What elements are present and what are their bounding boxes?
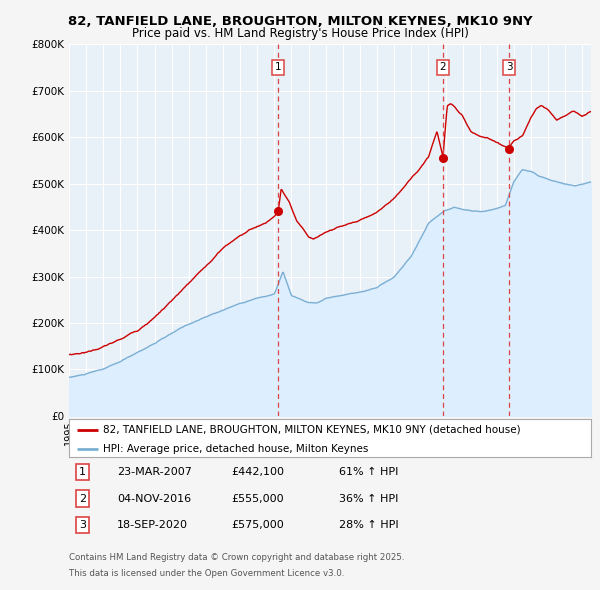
Text: 3: 3	[506, 63, 512, 73]
Text: Price paid vs. HM Land Registry's House Price Index (HPI): Price paid vs. HM Land Registry's House …	[131, 27, 469, 40]
Text: £442,100: £442,100	[231, 467, 284, 477]
Text: This data is licensed under the Open Government Licence v3.0.: This data is licensed under the Open Gov…	[69, 569, 344, 578]
Text: 82, TANFIELD LANE, BROUGHTON, MILTON KEYNES, MK10 9NY: 82, TANFIELD LANE, BROUGHTON, MILTON KEY…	[68, 15, 532, 28]
Text: 18-SEP-2020: 18-SEP-2020	[117, 520, 188, 530]
Text: 04-NOV-2016: 04-NOV-2016	[117, 494, 191, 503]
Text: 36% ↑ HPI: 36% ↑ HPI	[339, 494, 398, 503]
Text: 82, TANFIELD LANE, BROUGHTON, MILTON KEYNES, MK10 9NY (detached house): 82, TANFIELD LANE, BROUGHTON, MILTON KEY…	[103, 425, 521, 435]
Text: 2: 2	[440, 63, 446, 73]
Text: Contains HM Land Registry data © Crown copyright and database right 2025.: Contains HM Land Registry data © Crown c…	[69, 553, 404, 562]
Text: £555,000: £555,000	[231, 494, 284, 503]
Text: 1: 1	[275, 63, 281, 73]
Text: £575,000: £575,000	[231, 520, 284, 530]
Text: 61% ↑ HPI: 61% ↑ HPI	[339, 467, 398, 477]
Text: 1: 1	[79, 467, 86, 477]
Text: 2: 2	[79, 494, 86, 503]
Text: 3: 3	[79, 520, 86, 530]
Text: HPI: Average price, detached house, Milton Keynes: HPI: Average price, detached house, Milt…	[103, 444, 368, 454]
Text: 23-MAR-2007: 23-MAR-2007	[117, 467, 192, 477]
Text: 28% ↑ HPI: 28% ↑ HPI	[339, 520, 398, 530]
